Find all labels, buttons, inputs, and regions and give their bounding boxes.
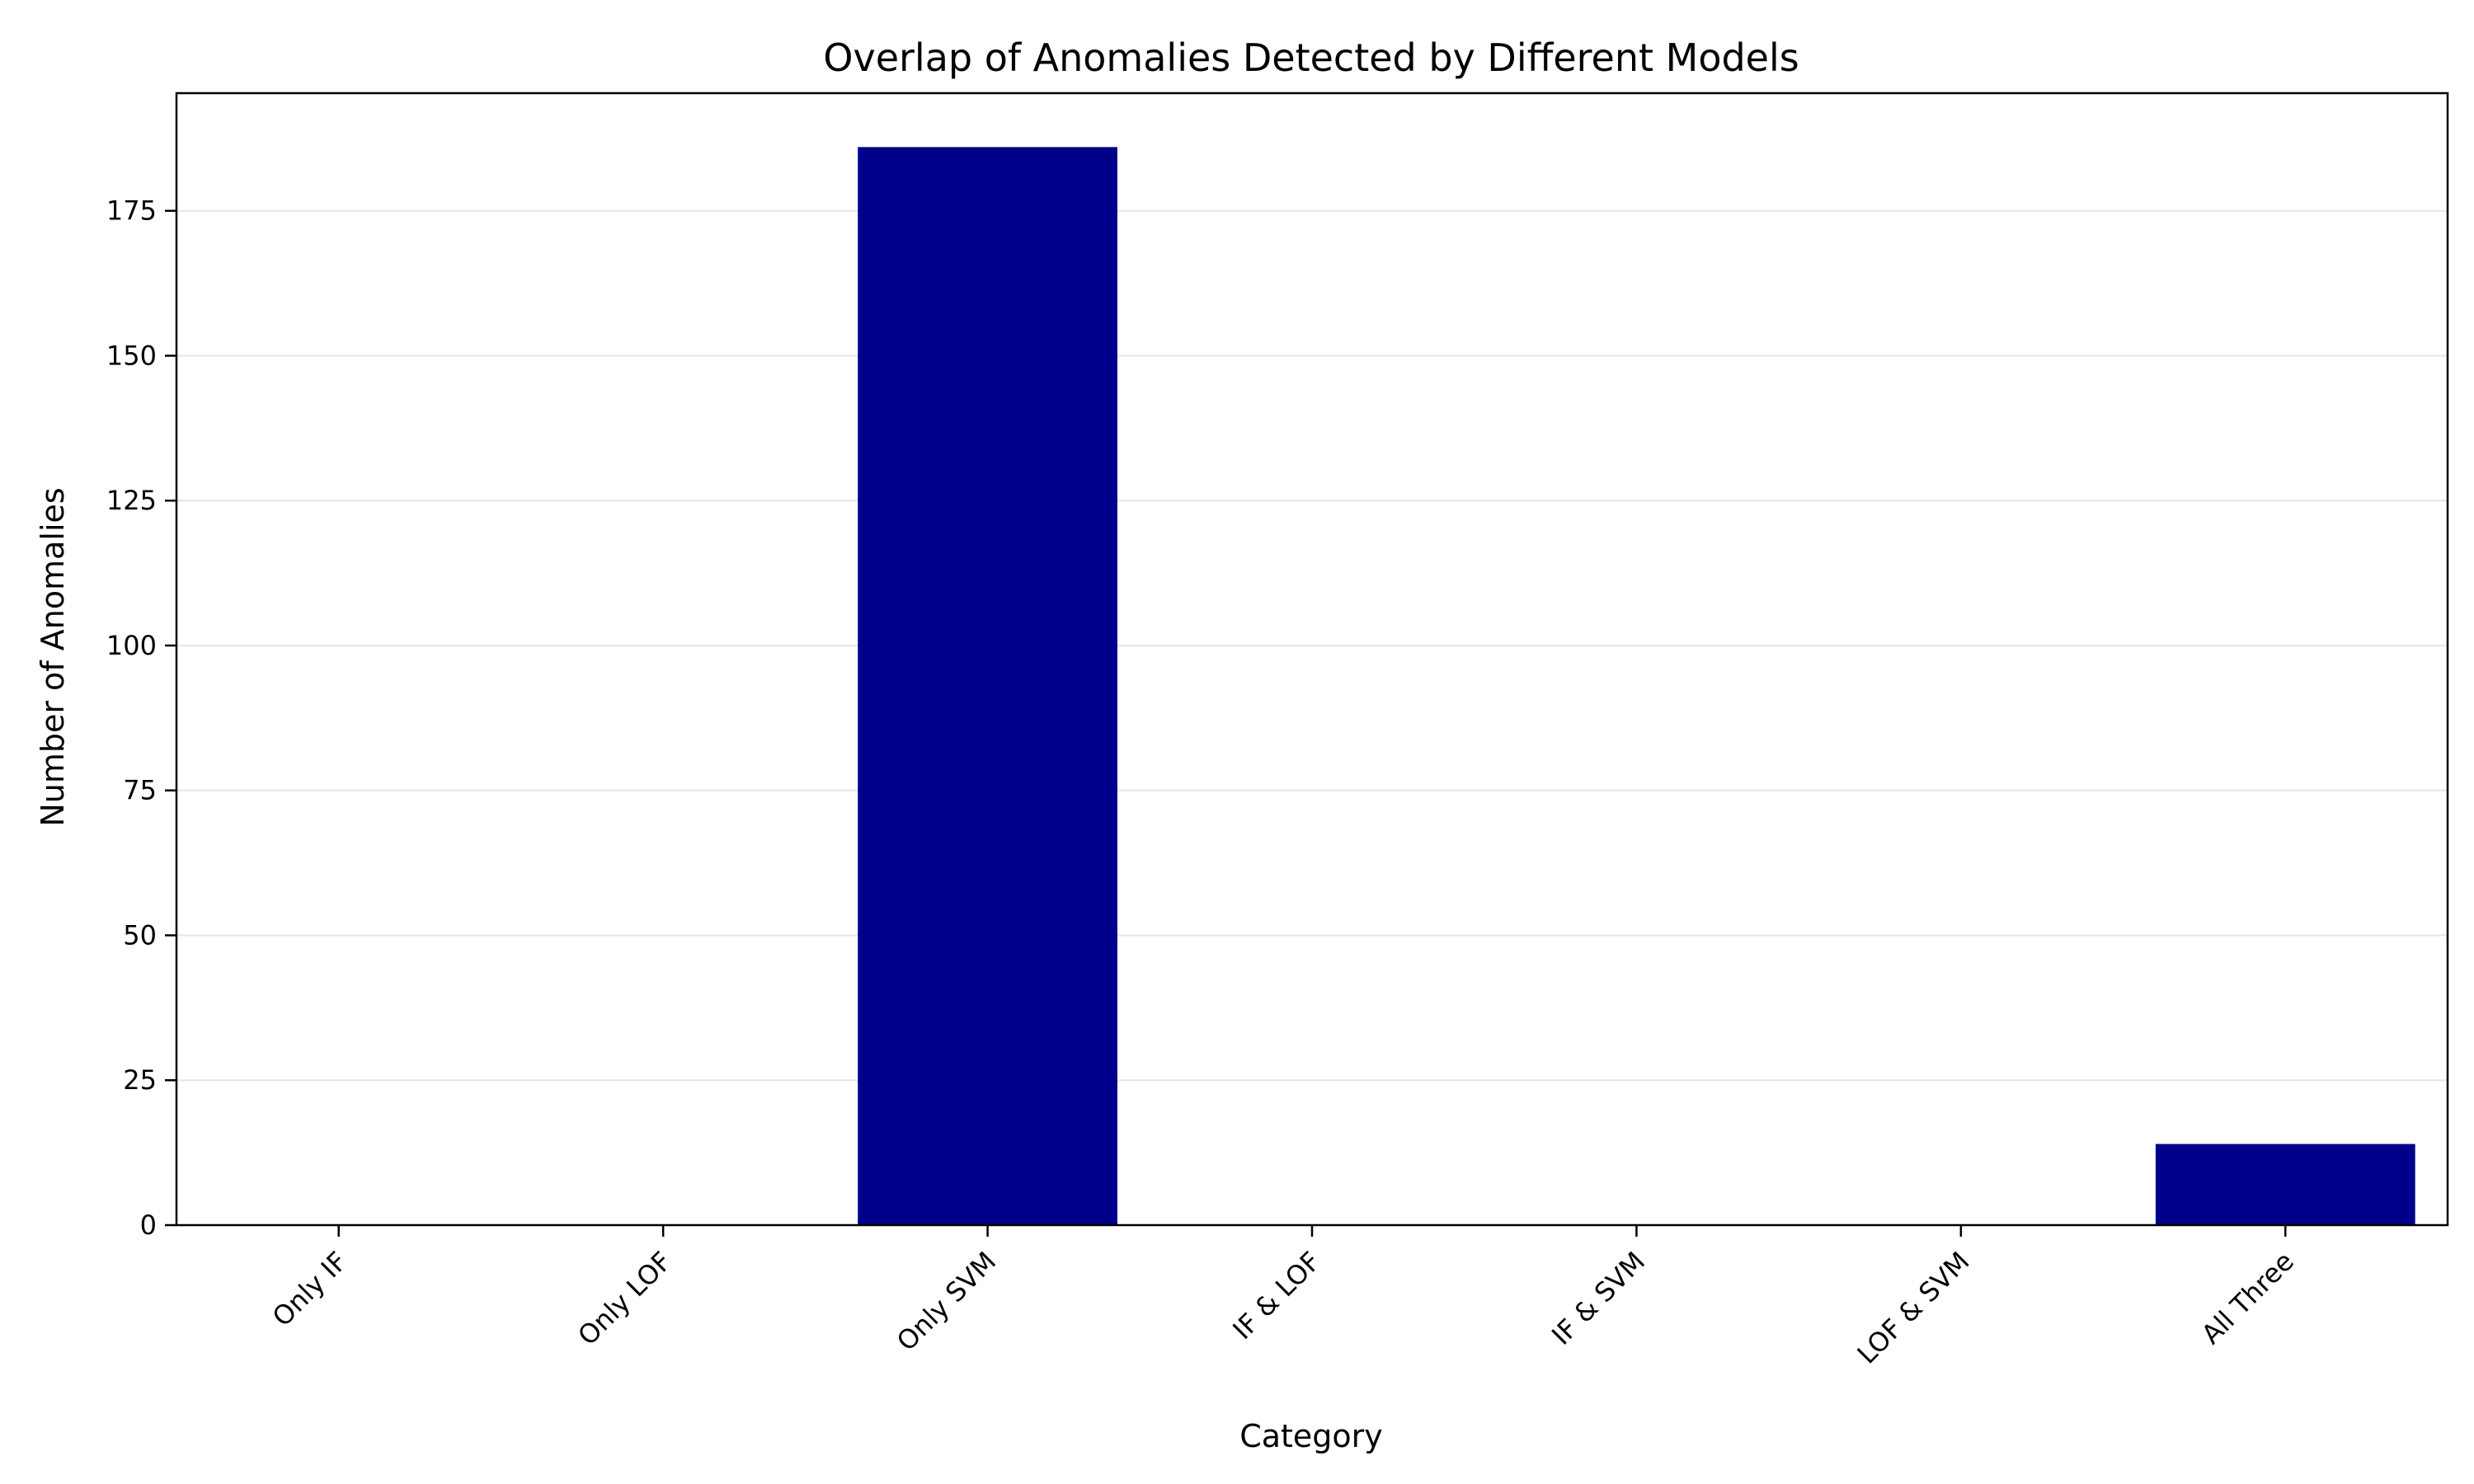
- y-axis-title: Number of Anomalies: [35, 487, 71, 826]
- y-axis-ticks: 0 25 50 75 100 125 150 175: [106, 195, 176, 1241]
- x-axis-ticks: Only IF Only LOF Only SVM IF & LOF IF & SVM L…: [266, 1225, 2300, 1370]
- x-tick-label: All Three: [2195, 1246, 2300, 1350]
- y-tick-label: 50: [123, 919, 157, 951]
- x-axis-title: Category: [1239, 1418, 1383, 1454]
- y-tick-label: 125: [106, 485, 157, 516]
- bar: [858, 147, 1117, 1225]
- y-tick-label: 0: [140, 1209, 157, 1241]
- x-tick-label: Only SVM: [891, 1246, 1002, 1357]
- bars: [858, 147, 2415, 1225]
- x-tick-label: Only LOF: [571, 1246, 678, 1352]
- y-tick-label: 25: [123, 1064, 157, 1096]
- x-tick-label: IF & LOF: [1226, 1246, 1326, 1345]
- plot-frame: [175, 92, 2449, 1227]
- x-tick-label: LOF & SVM: [1851, 1246, 1976, 1370]
- y-tick-label: 150: [106, 340, 157, 371]
- y-tick-label: 75: [123, 775, 157, 806]
- grid-lines: [176, 209, 2448, 1082]
- x-tick-label: Only IF: [266, 1246, 354, 1333]
- chart-title: Overlap of Anomalies Detected by Differe…: [823, 35, 1799, 80]
- x-tick-label: IF & SVM: [1545, 1246, 1651, 1351]
- bar: [2155, 1144, 2415, 1225]
- y-tick-label: 175: [106, 195, 157, 227]
- y-tick-label: 100: [106, 630, 157, 661]
